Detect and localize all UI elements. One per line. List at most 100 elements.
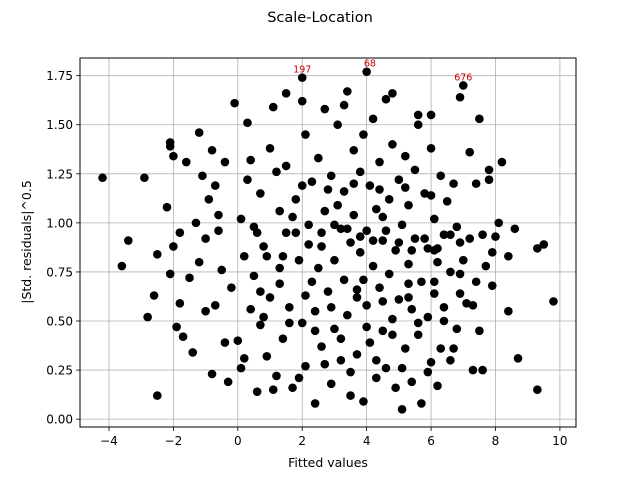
scatter-point bbox=[246, 155, 256, 165]
y-tick-label: 1.25 bbox=[46, 167, 73, 181]
x-tick-label: −4 bbox=[100, 434, 118, 448]
scatter-point bbox=[420, 234, 429, 243]
scatter-point bbox=[362, 67, 371, 77]
scatter-point bbox=[372, 373, 381, 383]
plot-frame bbox=[79, 57, 577, 428]
scatter-point bbox=[297, 73, 307, 82]
outlier-label: 68 bbox=[364, 59, 376, 70]
scatter-point bbox=[243, 175, 252, 184]
scatter-point bbox=[458, 255, 468, 265]
scatter-point bbox=[339, 275, 349, 285]
grid-layer bbox=[80, 58, 576, 427]
points-layer bbox=[98, 67, 558, 414]
scatter-point bbox=[349, 179, 359, 188]
scatter-point bbox=[323, 287, 333, 296]
scatter-point bbox=[439, 230, 449, 239]
scatter-point bbox=[497, 157, 507, 167]
scatter-point bbox=[124, 236, 133, 245]
scatter-point bbox=[297, 96, 307, 106]
scatter-point bbox=[397, 220, 407, 230]
scatter-point bbox=[346, 391, 355, 400]
scatter-point bbox=[259, 312, 268, 322]
scatter-point bbox=[343, 87, 352, 96]
scatter-point bbox=[513, 354, 523, 363]
scatter-point bbox=[378, 297, 388, 306]
scatter-point bbox=[265, 293, 275, 302]
scatter-point bbox=[188, 348, 198, 357]
scatter-point bbox=[446, 267, 455, 277]
scatter-point bbox=[336, 224, 346, 234]
scatter-point bbox=[336, 334, 346, 343]
scatter-point bbox=[465, 147, 475, 157]
scatter-point bbox=[429, 277, 439, 287]
scatter-point bbox=[413, 318, 423, 328]
scatter-point bbox=[397, 405, 407, 414]
x-tick-label: 6 bbox=[427, 434, 435, 448]
scatter-point bbox=[304, 220, 313, 230]
scatter-point bbox=[452, 222, 462, 232]
y-axis-label: |Std. residuals|^0.5 bbox=[19, 180, 34, 304]
scatter-point bbox=[455, 289, 465, 298]
outlier-label: 197 bbox=[293, 65, 311, 76]
scatter-point bbox=[210, 301, 220, 310]
scatter-point bbox=[326, 171, 336, 181]
scatter-point bbox=[388, 140, 397, 149]
annotations-layer: 197 68 676 bbox=[293, 59, 472, 84]
scatter-point bbox=[455, 92, 465, 102]
scatter-point bbox=[336, 355, 346, 365]
scatter-point bbox=[352, 293, 362, 302]
scatter-point bbox=[410, 234, 420, 243]
scatter-point bbox=[410, 165, 420, 175]
scatter-point bbox=[375, 283, 384, 292]
scatter-point bbox=[362, 322, 371, 332]
scatter-point bbox=[275, 206, 284, 216]
scatter-point bbox=[323, 185, 333, 194]
scatter-point bbox=[539, 240, 549, 249]
scatter-point bbox=[169, 151, 178, 161]
scatter-point bbox=[278, 251, 288, 261]
scatter-point bbox=[314, 153, 323, 163]
scatter-point bbox=[465, 234, 475, 243]
scatter-point bbox=[429, 214, 439, 224]
scatter-point bbox=[307, 277, 317, 287]
scatter-point bbox=[236, 363, 246, 373]
scatter-point bbox=[175, 299, 185, 308]
scatter-point bbox=[394, 175, 404, 184]
scatter-point bbox=[301, 291, 310, 300]
scatter-point bbox=[452, 324, 462, 334]
scatter-point bbox=[301, 130, 310, 139]
scatter-point bbox=[175, 228, 185, 237]
scatter-point bbox=[330, 220, 339, 230]
scatter-point bbox=[368, 261, 378, 271]
scatter-point bbox=[384, 195, 394, 204]
scatter-point bbox=[449, 179, 458, 188]
scatter-point bbox=[262, 251, 272, 261]
scatter-point bbox=[436, 344, 446, 353]
scatter-point bbox=[262, 352, 272, 361]
scatter-point bbox=[281, 89, 291, 98]
scatter-point bbox=[404, 293, 413, 302]
scatter-point bbox=[413, 120, 423, 130]
scatter-point bbox=[484, 165, 494, 175]
scatter-point bbox=[533, 385, 542, 395]
scatter-point bbox=[333, 120, 342, 130]
scatter-point bbox=[378, 236, 388, 245]
scatter-point bbox=[207, 369, 217, 379]
scatter-point bbox=[301, 361, 310, 371]
scatter-point bbox=[320, 359, 330, 369]
scatter-point bbox=[256, 287, 265, 296]
scatter-point bbox=[152, 249, 162, 259]
scatter-point bbox=[285, 318, 294, 328]
scatter-point bbox=[359, 397, 368, 406]
scatter-point bbox=[314, 263, 323, 273]
scatter-point bbox=[194, 257, 204, 267]
scatter-point bbox=[352, 350, 362, 359]
scatter-point bbox=[191, 218, 201, 228]
scatter-point bbox=[220, 338, 230, 347]
scatter-point bbox=[297, 181, 307, 190]
scatter-point bbox=[365, 181, 375, 190]
scatter-point bbox=[471, 179, 481, 188]
x-axis-label: Fitted values bbox=[288, 455, 368, 470]
scatter-point bbox=[281, 228, 291, 237]
scatter-point bbox=[455, 238, 465, 247]
